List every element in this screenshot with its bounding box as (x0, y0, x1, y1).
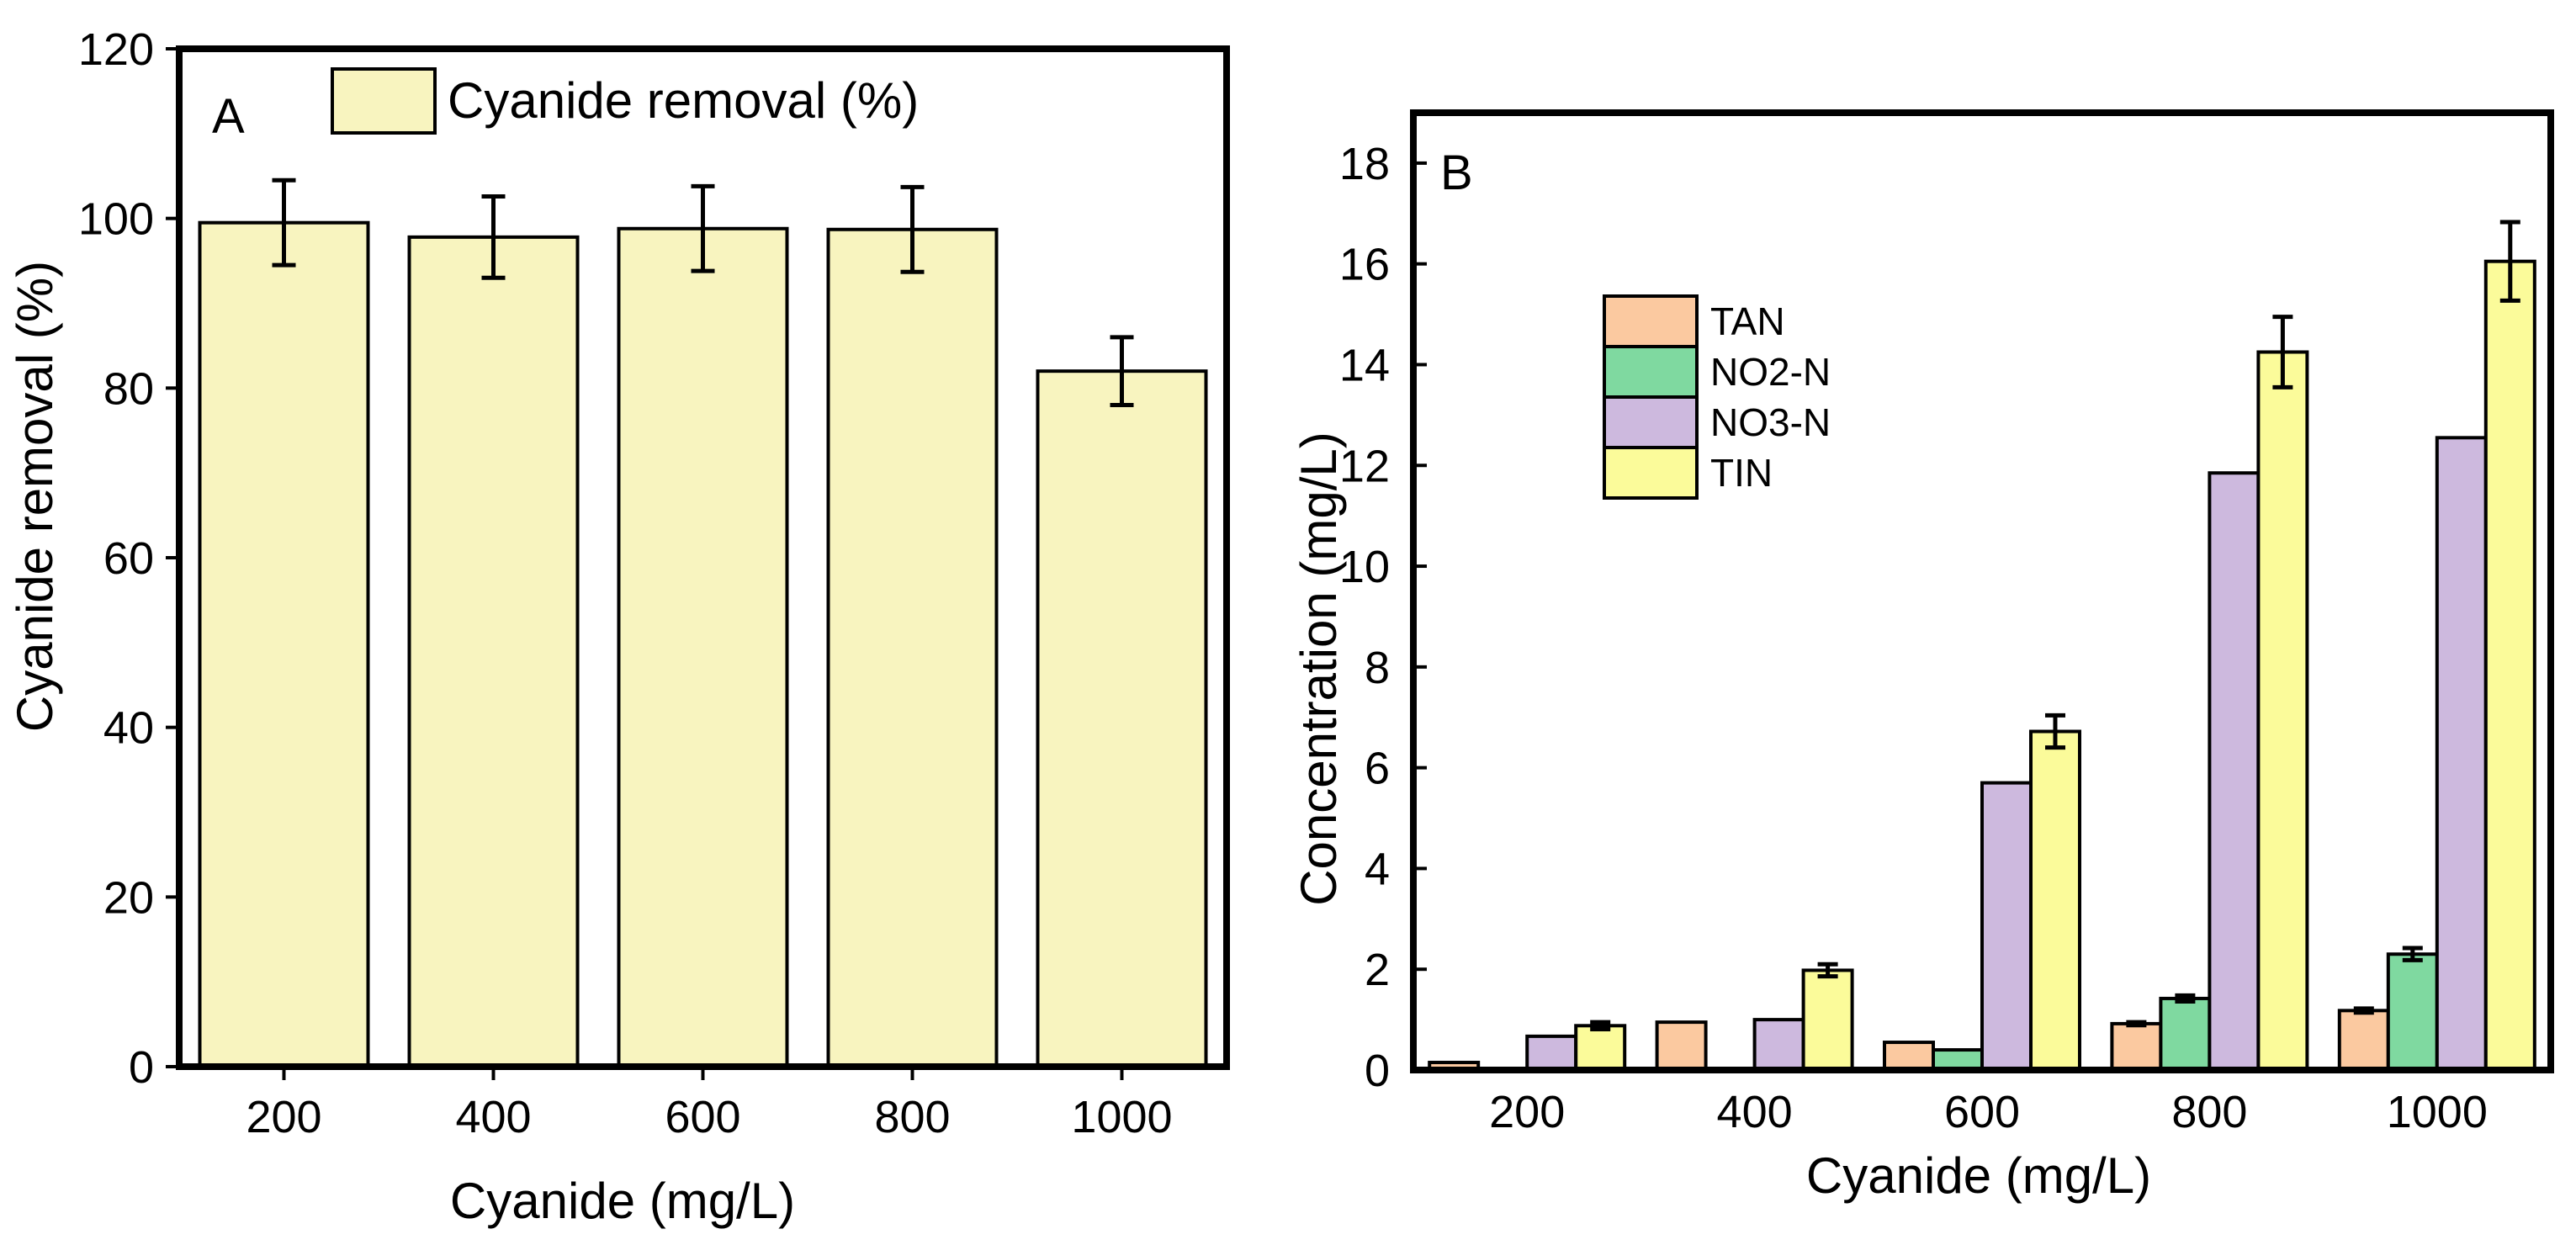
y-tick-label-40: 40 (103, 703, 154, 754)
bar-no3-n-200 (1525, 1034, 1578, 1072)
bar-tin-1000 (2483, 259, 2536, 1073)
panel-a-plot-frame (176, 45, 1230, 1070)
x-tick-label-1000: 1000 (2387, 1087, 2488, 1137)
panel-b-legend: TAN NO2-N NO3-N TIN (1603, 294, 1831, 500)
bar-tin-800 (2256, 350, 2309, 1072)
legend-swatch-no3-n (1603, 395, 1699, 449)
bar-tin-400 (1801, 968, 1854, 1073)
legend-swatch-tan (1603, 294, 1699, 348)
y-tick-label-60: 60 (103, 533, 154, 584)
panel-a: Cyanide removal (%) Cyanide (mg/L) A 200… (7, 24, 1230, 1229)
bar-tan-400 (1655, 1020, 1708, 1072)
panel-b-label: B (1440, 146, 1473, 200)
x-tick-label-800: 800 (2171, 1087, 2247, 1137)
y-tick-label-80: 80 (103, 363, 154, 414)
panel-a-y-axis-label: Cyanide removal (%) (7, 261, 63, 732)
bar-no3-n-800 (2208, 471, 2261, 1072)
legend-swatch-no2-n (1603, 345, 1699, 399)
x-tick-label-200: 200 (246, 1092, 321, 1142)
y-tick-label-120: 120 (78, 24, 154, 75)
panel-b-x-axis-label: Cyanide (mg/L) (1806, 1147, 2151, 1204)
bar-cyanide-removal-600 (617, 226, 789, 1068)
legend-label-tan: TAN (1710, 299, 1785, 343)
x-tick-label-600: 600 (1944, 1087, 2020, 1137)
y-tick-label-14: 14 (1339, 340, 1390, 390)
y-tick-label-18: 18 (1339, 139, 1390, 189)
bar-tan-800 (2110, 1021, 2163, 1073)
bar-tan-1000 (2337, 1009, 2390, 1073)
legend-label-cyanide-removal: Cyanide removal (%) (448, 72, 919, 129)
x-tick-label-600: 600 (665, 1092, 740, 1142)
bar-cyanide-removal-800 (826, 227, 999, 1068)
bar-no3-n-1000 (2435, 436, 2488, 1072)
panel-b-y-axis-label: Concentration (mg/L) (1291, 432, 1347, 906)
legend-swatch-cyanide-removal (331, 67, 437, 135)
bar-no3-n-400 (1752, 1018, 1805, 1072)
x-tick-label-800: 800 (874, 1092, 950, 1142)
bar-tin-600 (2029, 729, 2081, 1073)
y-tick-label-6: 6 (1365, 744, 1390, 794)
legend-label-no3-n: NO3-N (1710, 400, 1831, 444)
y-tick-label-0: 0 (1365, 1046, 1390, 1096)
y-tick-label-2: 2 (1365, 945, 1390, 995)
x-tick-label-1000: 1000 (1071, 1092, 1172, 1142)
y-tick-label-4: 4 (1365, 844, 1390, 894)
bar-tin-200 (1574, 1024, 1627, 1072)
bar-tan-600 (1883, 1041, 1935, 1072)
panel-a-legend: Cyanide removal (%) (331, 67, 919, 135)
panel-a-label: A (212, 89, 245, 144)
panel-b: Concentration (mg/L) Cyanide (mg/L) B 20… (1291, 109, 2554, 1204)
bar-cyanide-removal-400 (407, 235, 580, 1069)
panel-b-plot-frame (1410, 109, 2554, 1073)
legend-label-tin: TIN (1710, 451, 1773, 495)
bar-no2-n-800 (2159, 996, 2212, 1072)
x-tick-label-400: 400 (455, 1092, 531, 1142)
y-tick-label-10: 10 (1339, 542, 1390, 592)
bar-no3-n-600 (1980, 781, 2033, 1072)
y-tick-label-12: 12 (1339, 441, 1390, 491)
x-tick-label-200: 200 (1489, 1087, 1565, 1137)
y-tick-label-20: 20 (103, 872, 154, 923)
y-tick-label-16: 16 (1339, 240, 1390, 290)
y-tick-label-8: 8 (1365, 643, 1390, 693)
legend-label-no2-n: NO2-N (1710, 350, 1831, 394)
panel-a-x-axis-label: Cyanide (mg/L) (450, 1173, 795, 1229)
bar-cyanide-removal-1000 (1036, 369, 1208, 1068)
x-tick-label-400: 400 (1717, 1087, 1793, 1137)
bar-no2-n-1000 (2386, 952, 2439, 1072)
bar-cyanide-removal-200 (198, 220, 370, 1069)
y-tick-label-0: 0 (129, 1042, 154, 1093)
legend-swatch-tin (1603, 446, 1699, 500)
y-tick-label-100: 100 (78, 194, 154, 245)
